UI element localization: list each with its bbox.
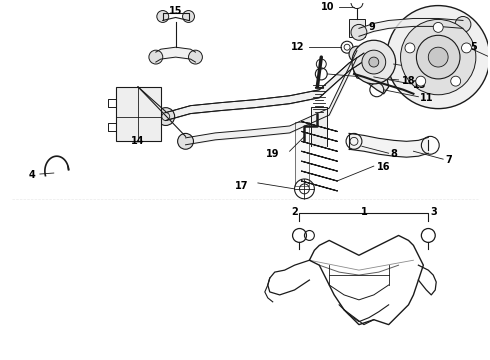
Circle shape (400, 19, 476, 95)
Text: 2: 2 (291, 207, 298, 217)
Text: 3: 3 (430, 207, 437, 217)
Circle shape (349, 46, 365, 62)
Text: 17: 17 (235, 181, 248, 191)
Circle shape (405, 43, 415, 53)
Text: 16: 16 (377, 162, 390, 172)
Bar (116, 87, 161, 141)
Circle shape (352, 40, 395, 84)
Circle shape (149, 50, 163, 64)
Circle shape (351, 24, 367, 40)
Circle shape (189, 50, 202, 64)
Text: 18: 18 (401, 76, 415, 86)
Text: 15: 15 (169, 6, 182, 15)
Text: 1: 1 (361, 207, 368, 217)
Text: 9: 9 (369, 22, 376, 32)
Circle shape (462, 43, 471, 53)
Circle shape (369, 57, 379, 67)
Text: 13: 13 (413, 80, 426, 90)
Circle shape (355, 48, 373, 66)
Circle shape (157, 10, 169, 22)
Polygon shape (354, 52, 389, 94)
Text: 11: 11 (420, 93, 434, 103)
Circle shape (178, 134, 194, 149)
Text: 19: 19 (266, 149, 280, 159)
Text: 8: 8 (391, 149, 397, 159)
Text: 6: 6 (425, 65, 432, 75)
Text: 4: 4 (28, 170, 35, 180)
Polygon shape (294, 122, 309, 186)
Circle shape (416, 35, 460, 79)
Circle shape (428, 47, 448, 67)
Text: 12: 12 (291, 42, 304, 52)
Circle shape (387, 6, 490, 109)
Text: 5: 5 (470, 42, 477, 52)
Circle shape (362, 50, 386, 74)
Circle shape (157, 108, 174, 126)
Text: 10: 10 (320, 1, 334, 12)
Bar (349, 19, 365, 37)
Text: 14: 14 (131, 136, 145, 146)
Text: 7: 7 (445, 155, 452, 165)
Circle shape (416, 76, 426, 86)
Circle shape (183, 10, 195, 22)
Circle shape (433, 22, 443, 32)
Circle shape (451, 76, 461, 86)
Circle shape (455, 17, 471, 32)
